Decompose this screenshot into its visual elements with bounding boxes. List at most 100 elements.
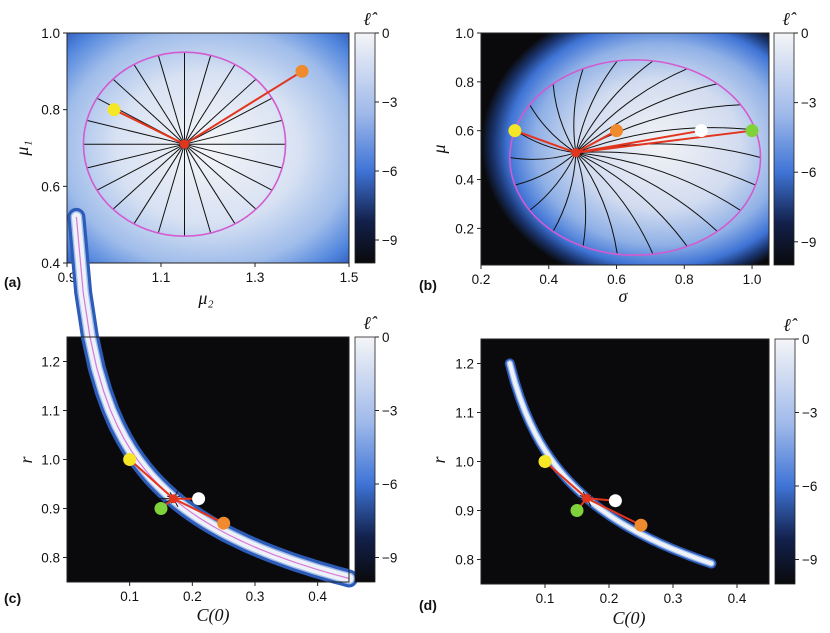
gradient-path xyxy=(184,55,212,145)
gradient-path xyxy=(86,143,185,169)
start-point-white xyxy=(608,494,622,508)
gradient-path xyxy=(133,64,185,145)
gradient-path xyxy=(184,143,283,169)
x-tick-label: 0.9 xyxy=(58,270,77,285)
optimization-path xyxy=(173,497,225,525)
colorbar-tick-label: −9 xyxy=(802,553,817,568)
x-axis-label: μ₂ xyxy=(197,288,213,308)
x-axis-label: σ xyxy=(619,286,629,306)
optimization-path xyxy=(575,129,753,154)
start-point-orange xyxy=(295,64,309,78)
y-tick-label: 0.2 xyxy=(455,221,474,236)
x-tick-label: 1.3 xyxy=(246,270,265,285)
y-tick-label: 1.1 xyxy=(455,406,474,421)
start-point-white xyxy=(694,124,708,138)
gradient-path xyxy=(575,152,587,247)
colorbar xyxy=(354,336,376,583)
y-axis-label: r xyxy=(429,456,449,464)
colorbar-tick-label: −6 xyxy=(802,479,817,494)
gradient-path xyxy=(184,143,257,210)
y-axis-label: μ xyxy=(429,144,449,154)
colorbar-tick-label: −6 xyxy=(801,165,816,180)
colorbar-label: ℓ̂ xyxy=(782,9,796,29)
start-point-orange xyxy=(634,518,648,532)
y-tick-label: 1.2 xyxy=(41,355,60,370)
y-tick-label: 0.6 xyxy=(455,124,474,139)
x-tick-label: 0.1 xyxy=(120,589,139,604)
gradient-path xyxy=(552,152,577,232)
panel-a-label: (a) xyxy=(4,274,21,290)
gradient-path xyxy=(573,68,584,153)
start-point-yellow xyxy=(508,124,522,138)
valley-band-core xyxy=(507,361,714,566)
gradient-path xyxy=(184,143,273,191)
colorbar-tick-label: −9 xyxy=(382,233,397,248)
x-tick-label: 0.3 xyxy=(664,591,683,606)
panel-c: 0.1 0.2 0.3 0.4 0.8 0.9 1.0 1.1 1.2 C(0) r (c) xyxy=(4,207,358,626)
optimization-path xyxy=(129,458,175,500)
y-tick-label: 0.4 xyxy=(455,173,474,188)
y-axis-label: r xyxy=(16,456,36,464)
colorbar-tick-label: 0 xyxy=(801,26,809,41)
gradient-path xyxy=(112,78,185,145)
panel-c-plot-area xyxy=(67,337,349,582)
x-tick-label: 0.1 xyxy=(536,591,555,606)
colorbar-tick-label: −9 xyxy=(382,551,397,566)
x-tick-label: 1.1 xyxy=(152,270,171,285)
gradient-path xyxy=(575,152,688,247)
gradient-path xyxy=(184,119,283,145)
gradient-path xyxy=(575,68,688,154)
optimization-path xyxy=(514,129,577,154)
y-tick-label: 0.8 xyxy=(455,553,474,568)
colorbar-tick-label: −9 xyxy=(801,235,816,250)
y-tick-label: 0.8 xyxy=(455,75,474,90)
colorbar-tick-label: −6 xyxy=(382,477,397,492)
y-tick-label: 0.8 xyxy=(41,103,60,118)
start-point-yellow xyxy=(107,103,121,117)
colorbar-tick-label: 0 xyxy=(802,332,810,347)
x-tick-label: 0.3 xyxy=(246,589,265,604)
gradient-path xyxy=(552,83,577,153)
panel-a: 0.9 1.1 1.3 1.5 0.4 0.6 0.8 1.0 μ₂ μ₁ (a) xyxy=(4,26,358,308)
gradient-path xyxy=(575,151,756,186)
y-tick-label: 0.6 xyxy=(41,179,60,194)
colorbar-tick-label: −3 xyxy=(802,406,817,421)
optimization-path xyxy=(575,129,702,154)
panel-d-label: (d) xyxy=(419,597,437,613)
optimization-path xyxy=(544,460,588,499)
panel-b-label: (b) xyxy=(419,277,437,293)
start-point-green xyxy=(154,502,168,515)
y-tick-label: 0.4 xyxy=(41,256,60,271)
colorbar-tick-label: −6 xyxy=(382,164,397,179)
gradient-path xyxy=(575,152,618,255)
x-tick-label: 1.0 xyxy=(743,272,762,287)
y-tick-label: 1.0 xyxy=(455,455,474,470)
y-tick-label: 0.9 xyxy=(455,504,474,519)
gradient-path xyxy=(133,143,185,225)
gradient-path xyxy=(184,78,257,145)
optimum-point xyxy=(571,148,581,158)
y-tick-label: 1.0 xyxy=(455,26,474,41)
optimization-path xyxy=(575,129,618,154)
x-tick-label: 0.2 xyxy=(600,591,619,606)
y-tick-label: 1.0 xyxy=(41,26,60,41)
optimum-point xyxy=(582,493,592,503)
start-point-orange xyxy=(610,124,624,138)
panel-d-plot-area xyxy=(481,339,769,584)
start-point-green xyxy=(745,124,759,138)
gradient-path xyxy=(96,143,185,191)
start-point-white xyxy=(192,492,206,506)
colorbar-label: ℓ̂ xyxy=(363,9,377,29)
gradient-path xyxy=(575,60,618,153)
optimization-path xyxy=(586,497,642,527)
contour-ellipse xyxy=(82,51,287,237)
gradient-path xyxy=(529,152,577,211)
colorbar xyxy=(774,338,796,585)
gradient-path xyxy=(184,143,236,225)
contour-line xyxy=(75,216,350,580)
gradient-path xyxy=(184,64,236,145)
gradient-path xyxy=(575,152,654,255)
start-point-yellow xyxy=(538,455,552,468)
optimum-point xyxy=(180,139,189,149)
